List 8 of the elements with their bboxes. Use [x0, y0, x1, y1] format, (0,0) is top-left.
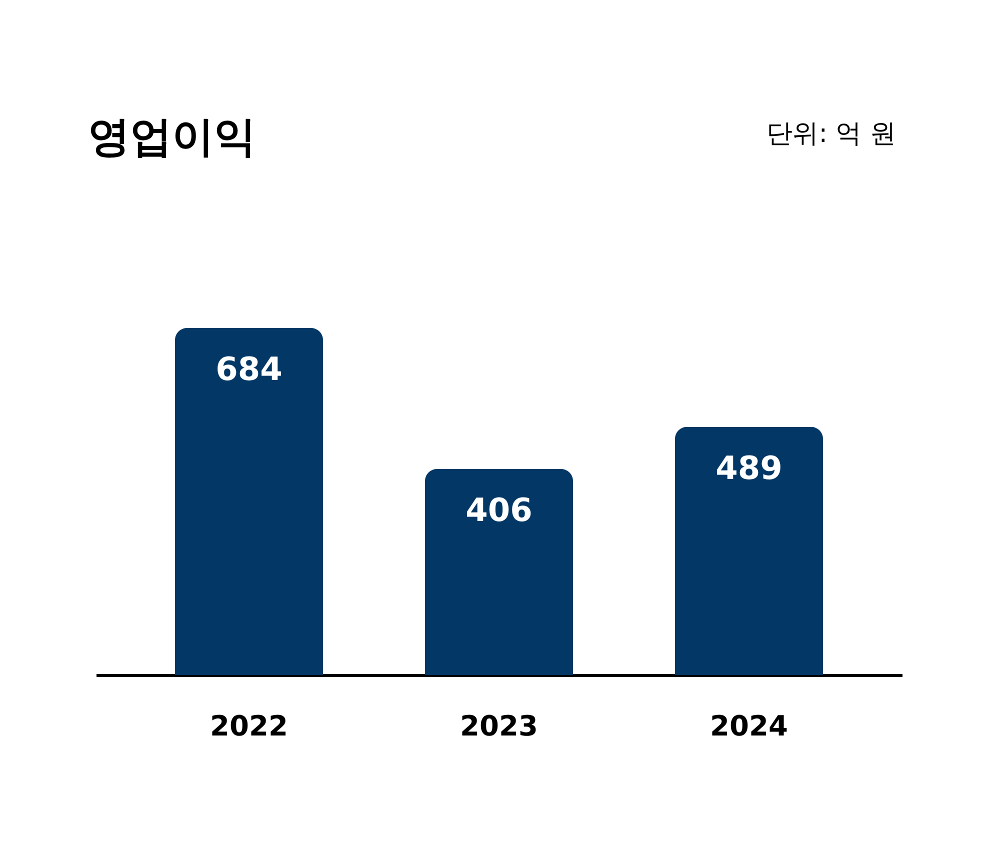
- x-tick-label: 2023: [460, 710, 538, 742]
- chart-title: 영업이익: [88, 112, 256, 161]
- x-tick-label: 2024: [710, 710, 788, 742]
- x-tick-label: 2022: [210, 710, 288, 742]
- chart-subtitle: 단위: 억 원: [766, 119, 896, 149]
- data-label: 489: [716, 448, 782, 487]
- data-label: 406: [466, 491, 532, 530]
- data-label: 684: [216, 350, 282, 388]
